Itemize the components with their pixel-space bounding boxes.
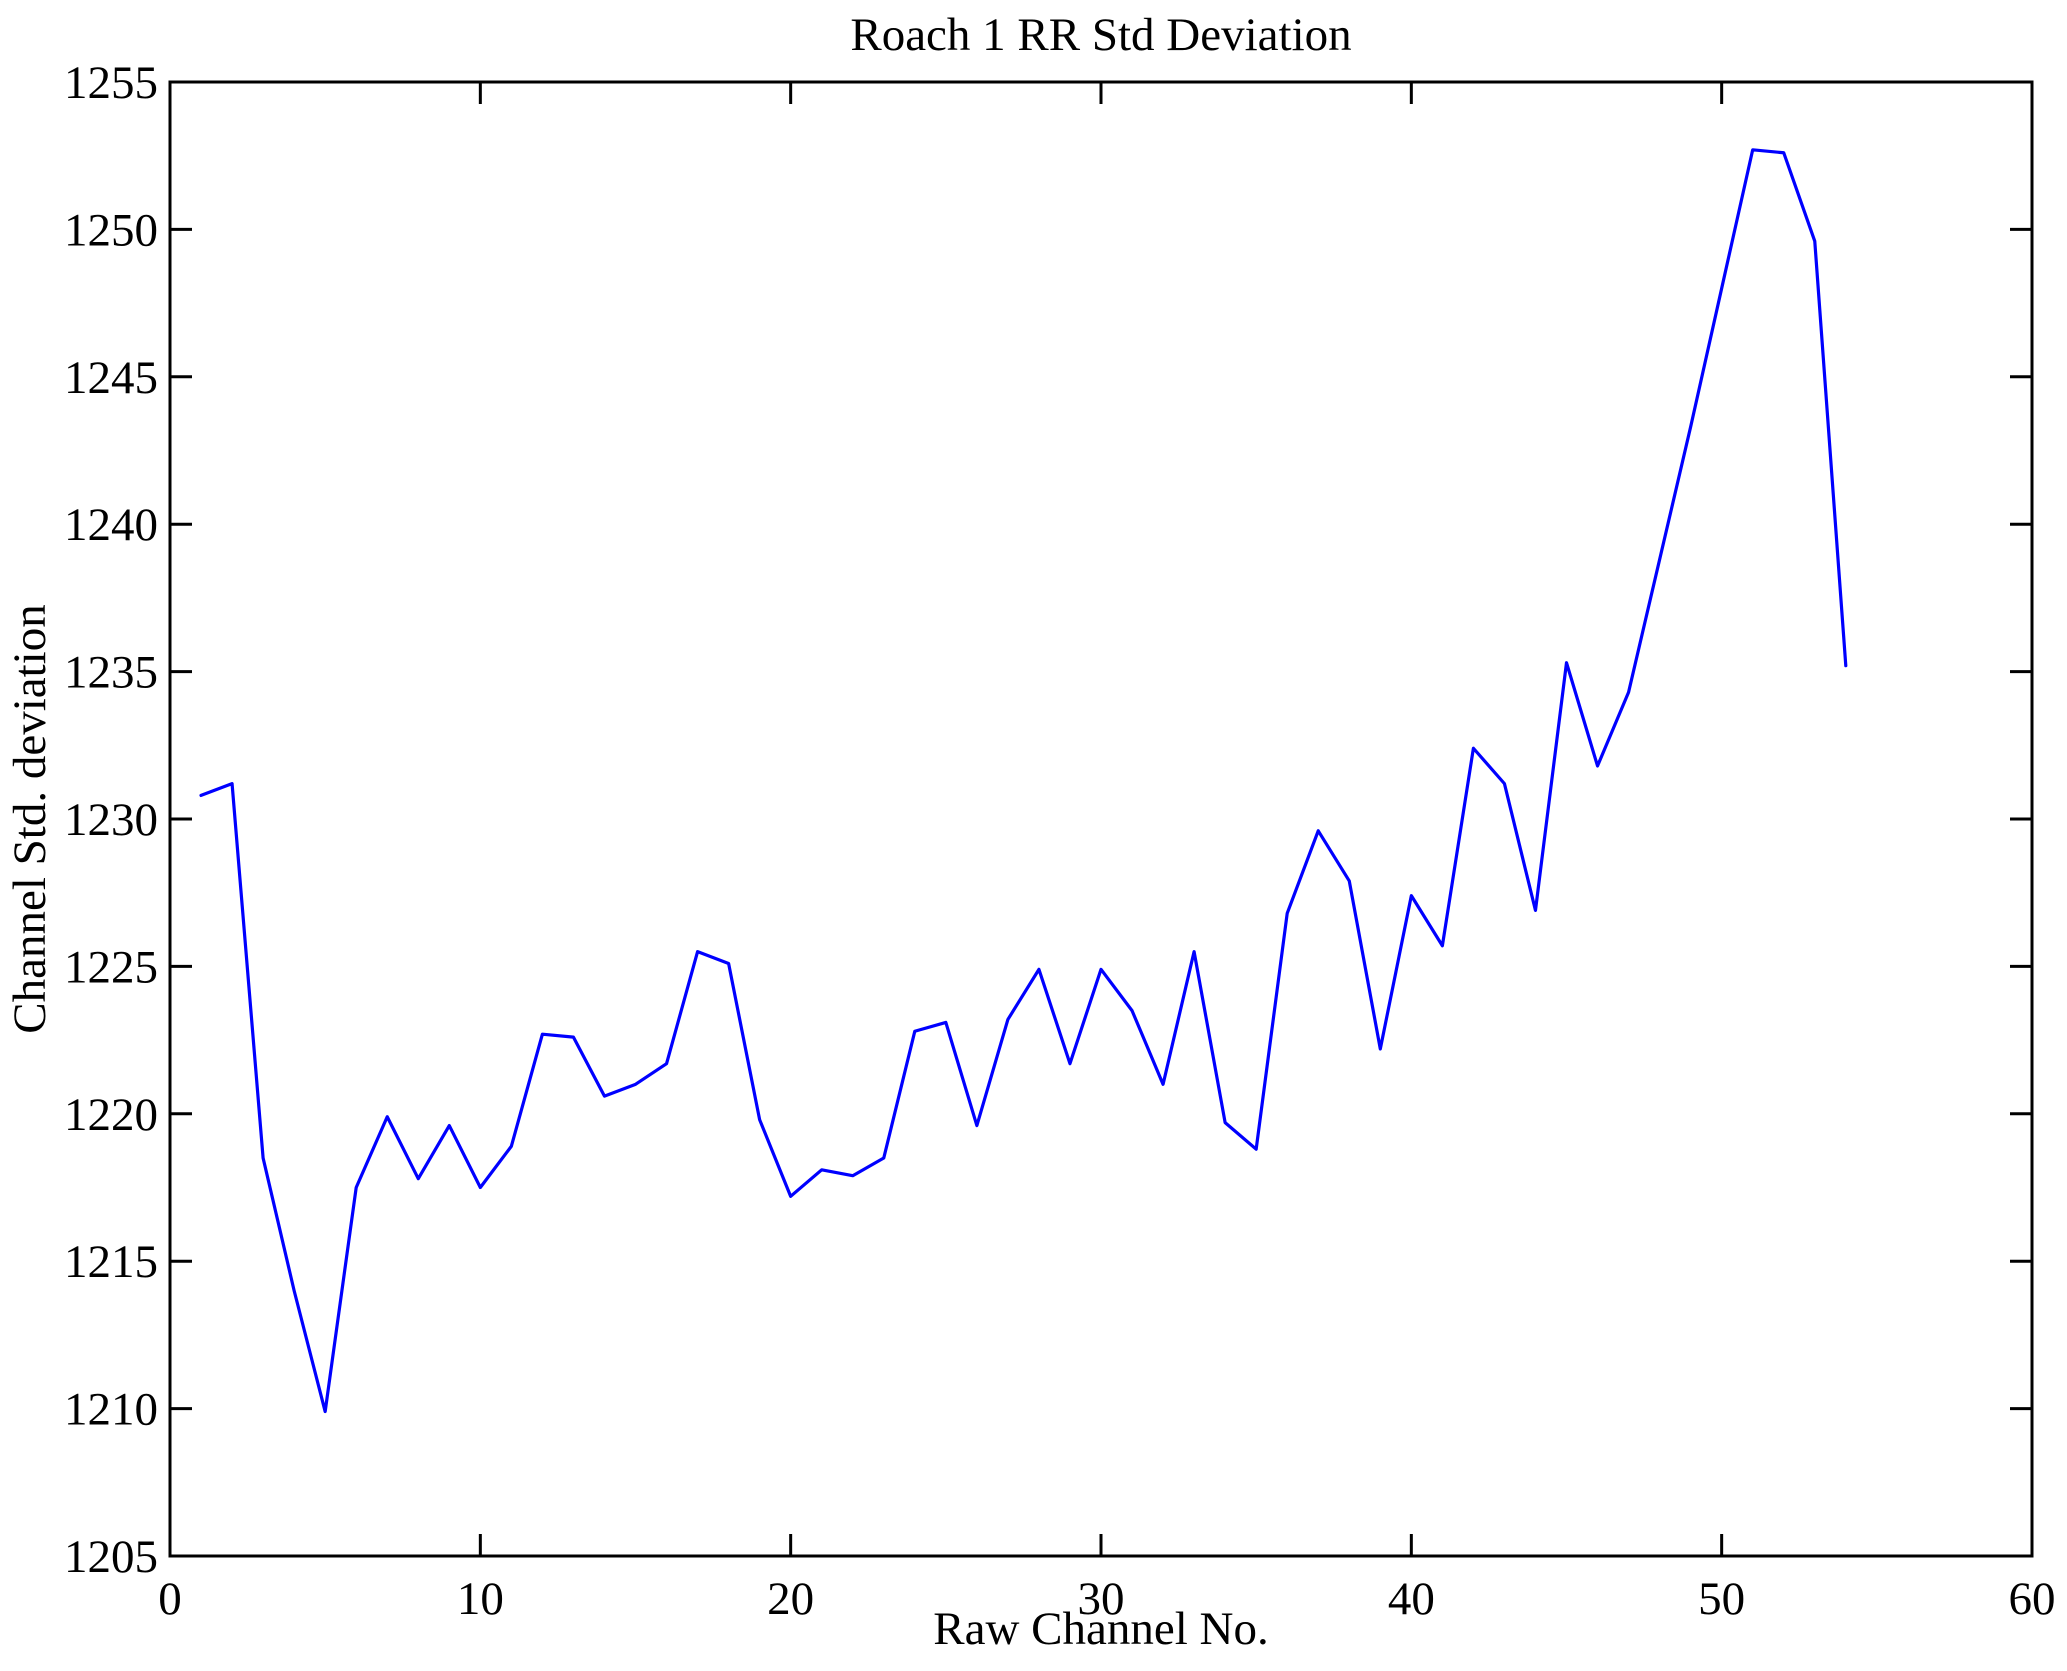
- y-tick-label: 1240: [64, 499, 158, 551]
- y-tick-label: 1245: [64, 352, 158, 404]
- x-tick-label: 10: [457, 1573, 504, 1625]
- y-tick-label: 1230: [64, 794, 158, 846]
- x-tick-label: 60: [2009, 1573, 2056, 1625]
- y-tick-label: 1255: [64, 57, 158, 109]
- y-tick-label: 1235: [64, 647, 158, 699]
- x-tick-label: 40: [1388, 1573, 1435, 1625]
- x-axis-label: Raw Channel No.: [933, 1603, 1269, 1655]
- x-tick-label: 20: [767, 1573, 814, 1625]
- y-axis-label: Channel Std. deviation: [4, 604, 56, 1034]
- y-tick-label: 1215: [64, 1236, 158, 1288]
- chart-title: Roach 1 RR Std Deviation: [850, 9, 1352, 61]
- y-tick-label: 1250: [64, 204, 158, 256]
- x-tick-label: 0: [158, 1573, 182, 1625]
- x-tick-label: 50: [1698, 1573, 1745, 1625]
- y-tick-label: 1225: [64, 941, 158, 993]
- x-tick-label: 30: [1078, 1573, 1125, 1625]
- y-tick-label: 1220: [64, 1089, 158, 1141]
- y-tick-label: 1210: [64, 1384, 158, 1436]
- y-tick-label: 1205: [64, 1531, 158, 1583]
- data-line: [199, 148, 1848, 1414]
- plot-box: [168, 80, 2034, 1558]
